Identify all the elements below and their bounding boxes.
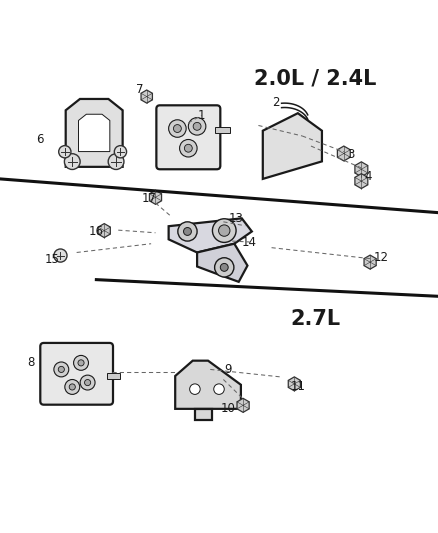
Polygon shape	[355, 162, 368, 177]
Polygon shape	[66, 99, 123, 167]
Polygon shape	[197, 244, 247, 282]
Text: 12: 12	[374, 251, 389, 264]
Circle shape	[215, 258, 234, 277]
FancyBboxPatch shape	[40, 343, 113, 405]
Circle shape	[80, 375, 95, 390]
Circle shape	[180, 140, 197, 157]
Polygon shape	[288, 377, 300, 391]
Text: 2.7L: 2.7L	[290, 309, 340, 329]
Circle shape	[169, 120, 186, 138]
Text: 7: 7	[136, 83, 144, 95]
Circle shape	[74, 356, 88, 370]
Text: 4: 4	[364, 170, 372, 183]
Text: 2: 2	[272, 96, 280, 109]
Text: 1: 1	[198, 109, 205, 122]
Circle shape	[190, 384, 200, 394]
Circle shape	[108, 154, 124, 169]
Polygon shape	[237, 398, 249, 413]
Text: 8: 8	[27, 357, 34, 369]
Text: 2.0L / 2.4L: 2.0L / 2.4L	[254, 68, 377, 88]
Circle shape	[184, 144, 192, 152]
Text: 13: 13	[229, 212, 244, 225]
Circle shape	[78, 360, 84, 366]
Text: 3: 3	[347, 148, 354, 161]
Circle shape	[69, 384, 75, 390]
Text: 9: 9	[224, 363, 232, 376]
Polygon shape	[263, 113, 322, 179]
Circle shape	[54, 249, 67, 262]
Text: 11: 11	[290, 381, 305, 393]
Circle shape	[178, 222, 197, 241]
Polygon shape	[78, 114, 110, 151]
Text: 6: 6	[35, 133, 43, 146]
Text: 16: 16	[89, 225, 104, 238]
FancyBboxPatch shape	[156, 106, 220, 169]
Circle shape	[64, 154, 80, 169]
Text: 17: 17	[141, 192, 156, 205]
Text: 15: 15	[45, 253, 60, 266]
Polygon shape	[355, 174, 368, 189]
Circle shape	[65, 379, 80, 394]
Polygon shape	[98, 223, 110, 238]
Polygon shape	[141, 90, 152, 103]
Text: 14: 14	[242, 236, 257, 249]
Polygon shape	[364, 255, 376, 269]
Polygon shape	[337, 146, 350, 161]
Text: 10: 10	[220, 402, 235, 415]
Circle shape	[173, 125, 181, 133]
Circle shape	[219, 225, 230, 236]
Polygon shape	[169, 219, 252, 253]
Circle shape	[54, 362, 69, 377]
Circle shape	[214, 384, 224, 394]
Circle shape	[184, 228, 191, 236]
Circle shape	[188, 118, 206, 135]
Circle shape	[212, 219, 236, 243]
Circle shape	[220, 263, 228, 271]
FancyBboxPatch shape	[195, 409, 212, 420]
Polygon shape	[149, 190, 162, 204]
FancyBboxPatch shape	[215, 127, 230, 133]
Polygon shape	[175, 361, 241, 409]
FancyBboxPatch shape	[107, 374, 120, 379]
Circle shape	[59, 146, 71, 158]
Circle shape	[114, 146, 127, 158]
Circle shape	[58, 366, 64, 373]
Circle shape	[85, 379, 91, 386]
Circle shape	[193, 123, 201, 130]
